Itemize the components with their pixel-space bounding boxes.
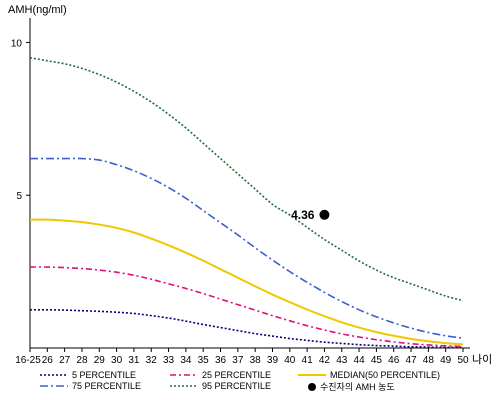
x-tick-label: 32 xyxy=(146,355,158,366)
x-tick-label: 26 xyxy=(42,355,54,366)
x-axis-label: 나이 xyxy=(472,353,492,366)
legend-label: 75 PERCENTILE xyxy=(72,381,141,391)
x-tick-label: 43 xyxy=(336,355,348,366)
series-line-95-percentile xyxy=(29,56,464,302)
y-tick-label: 10 xyxy=(11,38,23,49)
x-tick-label: 44 xyxy=(354,355,366,366)
x-tick-label: 28 xyxy=(76,355,88,366)
y-ticks: 10 5 xyxy=(11,38,30,202)
x-tick-label: 40 xyxy=(284,355,296,366)
x-tick-label: 36 xyxy=(215,355,227,366)
y-axis-label: AMH(ng/ml) xyxy=(8,4,67,16)
legend: 5 PERCENTILE 25 PERCENTILE MEDIAN(50 PERCE… xyxy=(40,370,440,392)
legend-label: 25 PERCENTILE xyxy=(202,370,271,380)
x-tick-label: 42 xyxy=(319,355,331,366)
patient-amh-value: 4.36 xyxy=(291,208,315,222)
series-line-median-50-percentile xyxy=(29,218,464,346)
series-line-25-percentile xyxy=(29,266,464,348)
x-tick-label: 35 xyxy=(198,355,210,366)
x-tick-label: 48 xyxy=(423,355,435,366)
x-tick-label: 45 xyxy=(371,355,383,366)
series-line-5-percentile xyxy=(29,308,464,349)
x-tick-label: 29 xyxy=(94,355,106,366)
x-ticks: 16-25 26 27 28 29 30 31 32 33 34 35 36 37 38 39 40 41 42 4… xyxy=(15,348,469,366)
legend-label-patient: 수진자의 AMH 농도 xyxy=(320,382,395,392)
legend-point-marker xyxy=(308,383,316,391)
x-tick-label: 41 xyxy=(302,355,314,366)
x-tick-label: 50 xyxy=(457,355,469,366)
y-tick-label: 5 xyxy=(16,191,22,202)
series-line-75-percentile xyxy=(30,157,464,340)
x-tick-label: 34 xyxy=(180,355,192,366)
x-tick-label: 16-25 xyxy=(15,355,41,366)
legend-label: 95 PERCENTILE xyxy=(202,381,271,391)
x-tick-label: 27 xyxy=(59,355,71,366)
x-tick-label: 46 xyxy=(388,355,400,366)
x-tick-label: 30 xyxy=(111,355,123,366)
annotation: 4.36 xyxy=(291,208,330,222)
legend-label: MEDIAN(50 PERCENTILE) xyxy=(330,370,440,380)
x-tick-label: 39 xyxy=(267,355,279,366)
x-tick-label: 31 xyxy=(128,355,140,366)
x-tick-label: 38 xyxy=(250,355,262,366)
legend-label: 5 PERCENTILE xyxy=(72,370,136,380)
x-tick-label: 49 xyxy=(440,355,452,366)
x-tick-label: 37 xyxy=(232,355,244,366)
patient-amh-point xyxy=(319,209,330,220)
series-lines xyxy=(29,56,464,349)
x-tick-label: 47 xyxy=(405,355,417,366)
x-tick-label: 33 xyxy=(163,355,175,366)
